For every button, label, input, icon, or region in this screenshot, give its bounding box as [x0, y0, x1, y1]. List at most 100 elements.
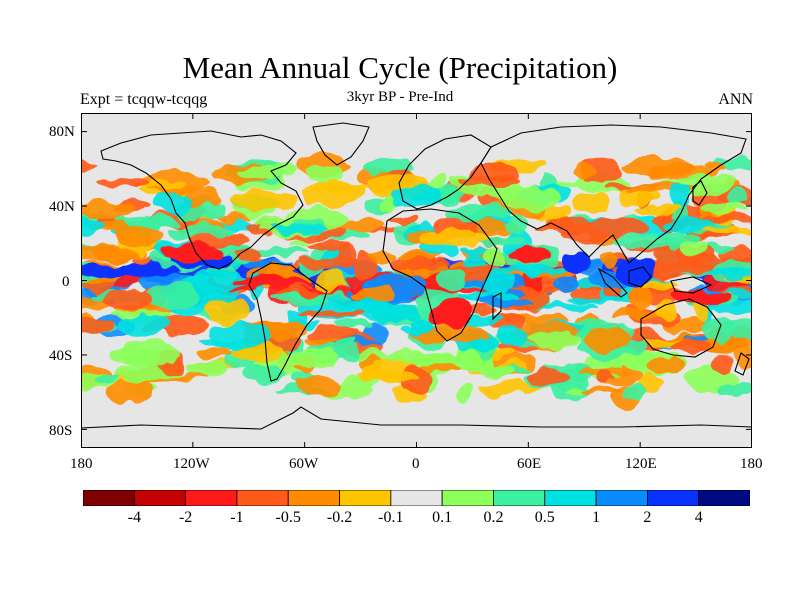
lat-tick-label: 40S [49, 348, 73, 364]
colorbar-swatch [287, 490, 340, 506]
precip-anomaly-patch [719, 383, 752, 397]
precip-anomaly-core [81, 265, 181, 277]
colorbar-swatch [83, 490, 135, 506]
precip-anomaly-patch [624, 156, 692, 177]
precip-anomaly-patch [140, 216, 173, 228]
precip-anomaly-patch [184, 360, 229, 375]
precip-anomaly-patch [596, 254, 616, 271]
precip-anomaly-patch [585, 328, 632, 351]
lon-tick-label: 180 [740, 456, 763, 472]
precip-anomaly-patch [555, 274, 578, 294]
lon-tick-label: 120W [173, 456, 210, 472]
precip-anomaly-patch [270, 293, 333, 305]
precip-anomaly-patch [484, 246, 507, 269]
colorbar-label: -0.2 [326, 509, 353, 526]
precip-anomaly-patch [655, 300, 675, 322]
precip-anomaly-patch [207, 323, 269, 349]
precip-anomaly-patch [427, 176, 447, 190]
precip-anomaly-patch [527, 367, 570, 389]
precip-anomaly-patch [114, 225, 166, 248]
colorbar-swatch [339, 490, 392, 506]
precip-anomaly-patch [242, 364, 287, 382]
precip-anomaly-patch [422, 229, 489, 247]
precip-anomaly-patch [81, 320, 117, 334]
precip-anomaly-patch [95, 373, 118, 384]
precip-anomaly-patch [498, 186, 557, 210]
precip-anomaly-patch [253, 217, 293, 227]
precip-anomaly-patch [336, 344, 361, 362]
lat-tick-label: 0 [62, 274, 70, 290]
precip-anomaly-patch [622, 383, 649, 401]
precip-anomaly-core [562, 253, 590, 273]
precip-anomaly-patch [288, 348, 341, 368]
colorbar-swatch [441, 490, 494, 506]
colorbar-label: 0.1 [432, 509, 453, 526]
precip-anomaly-patch [81, 158, 97, 171]
precip-anomaly-patch [699, 214, 752, 223]
precip-anomaly-patch [457, 175, 520, 187]
precip-anomaly-patch [288, 238, 312, 247]
coastline-sumatra [597, 267, 628, 298]
precip-anomaly-patch [478, 381, 538, 397]
precip-anomaly-patch [270, 223, 330, 233]
coastline-north-america [100, 130, 304, 270]
precip-anomaly-patch [702, 228, 752, 236]
precip-anomaly-patch [722, 266, 745, 283]
lat-tick-label: 80N [49, 124, 75, 140]
precip-anomaly-patch [145, 283, 202, 308]
precip-anomaly-patch [169, 225, 235, 239]
precip-anomaly-patch [701, 203, 751, 214]
precip-anomaly-patch [229, 191, 296, 210]
lon-tick-label: 60W [289, 456, 319, 472]
precip-anomaly-patch [516, 259, 546, 277]
precip-anomaly-patch [81, 199, 133, 218]
lat-tick-label: 40N [49, 199, 75, 215]
coastlines [81, 122, 752, 430]
precip-anomaly-patch [97, 177, 151, 187]
precipitation-map [80, 113, 753, 448]
colorbar-label: 2 [643, 509, 652, 526]
precip-anomaly-core [618, 259, 654, 287]
colorbar-label: 1 [592, 509, 601, 526]
precip-anomaly-patch [105, 290, 153, 310]
colorbar-label: 0.2 [483, 509, 504, 526]
precip-anomaly-patch [248, 247, 310, 257]
precip-anomaly-patch [475, 362, 517, 377]
coastline-asia [480, 124, 747, 264]
lat-tick-label: 80S [49, 423, 73, 439]
colorbar-swatch [185, 490, 238, 506]
precip-anomaly-patch [470, 303, 494, 315]
precip-anomaly-patch [107, 380, 154, 403]
coastline-borneo [628, 266, 652, 288]
precip-anomaly-patch [574, 193, 611, 212]
colorbar-swatch [595, 490, 648, 506]
precip-anomaly-patch [207, 298, 250, 325]
precip-anomaly-patch [296, 375, 343, 396]
precip-anomaly-patch [557, 183, 579, 190]
map-panel [80, 113, 753, 448]
precip-anomaly-patch [585, 217, 652, 238]
precip-anomaly-patch [668, 338, 711, 353]
precip-anomaly-patch [390, 215, 417, 224]
colorbar-label: 0.5 [534, 509, 555, 526]
lon-tick-label: 0 [412, 456, 420, 472]
coastline-australia [640, 298, 722, 358]
colorbar-swatch [390, 490, 443, 506]
coastline-madagascar [492, 292, 502, 321]
precip-anomaly-patch [357, 301, 421, 324]
precip-anomaly-patch [438, 268, 468, 292]
coastline-new-zealand [734, 352, 750, 376]
precip-anomaly-core [231, 276, 311, 286]
precip-anomaly-patch [669, 184, 693, 210]
precip-anomaly-patch [573, 166, 595, 178]
precip-anomaly-patch [702, 163, 727, 173]
precip-anomaly-patch [570, 297, 622, 304]
precip-anomaly-patch [81, 216, 106, 233]
precipitation-field [81, 154, 752, 411]
precip-anomaly-patch [118, 313, 168, 338]
precip-anomaly-patch [106, 249, 140, 263]
precip-anomaly-patch [238, 165, 297, 178]
colorbar-swatch [236, 490, 289, 506]
precip-anomaly-patch [456, 385, 474, 405]
colorbar-label: -0.5 [275, 509, 301, 526]
